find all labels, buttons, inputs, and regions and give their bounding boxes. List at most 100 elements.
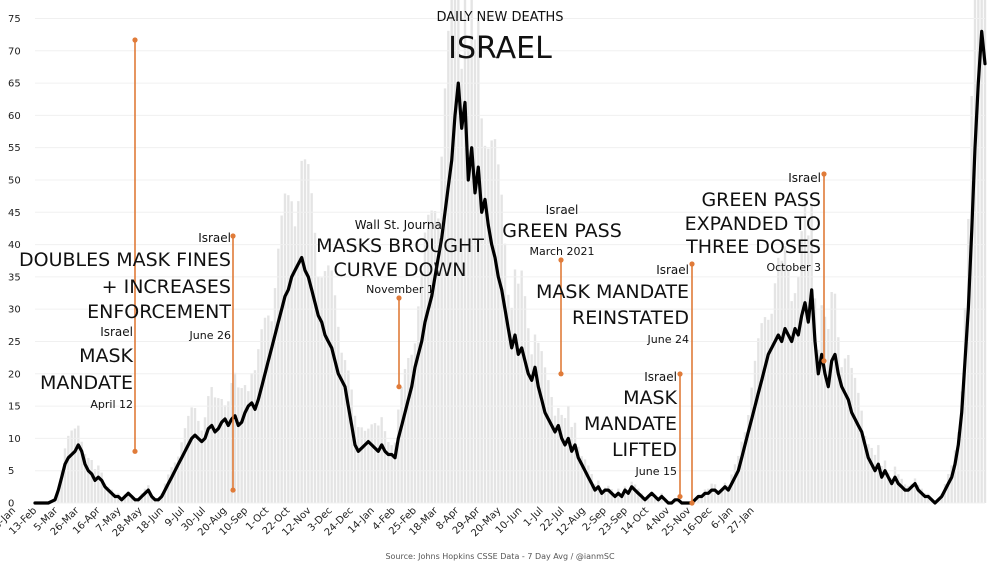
daily-bar — [187, 415, 190, 503]
daily-bar — [227, 401, 230, 503]
daily-bar — [387, 442, 390, 503]
daily-bar — [860, 410, 863, 503]
daily-bar — [400, 386, 403, 503]
daily-bar — [580, 456, 583, 503]
annotation-dot — [689, 500, 695, 506]
daily-bar — [840, 367, 843, 503]
daily-bar — [510, 307, 513, 503]
daily-bar — [313, 232, 317, 503]
y-tick-label: 30 — [8, 305, 21, 316]
daily-bar — [543, 367, 547, 503]
y-tick-label: 55 — [8, 143, 21, 154]
daily-bar — [500, 194, 503, 503]
annotation-headline: GREEN PASS — [701, 189, 821, 211]
daily-bar — [477, 20, 480, 503]
annotation-date: November 1 — [366, 283, 434, 296]
annotation-date: April 12 — [90, 398, 133, 411]
annotation-dot — [396, 295, 402, 301]
y-tick-label: 5 — [8, 466, 14, 477]
daily-bar — [333, 295, 337, 503]
daily-bar — [533, 334, 537, 503]
daily-bar — [617, 488, 620, 503]
daily-bar — [93, 469, 97, 503]
daily-bar — [550, 397, 553, 503]
annotation-date: June 24 — [647, 333, 689, 346]
daily-bar — [587, 465, 590, 503]
daily-bar — [347, 370, 350, 503]
annotation: Israel DOUBLES MASK FINES + INCREASES ENFOR… — [19, 231, 236, 493]
daily-bar — [127, 491, 130, 503]
annotation-source: Israel — [100, 325, 133, 339]
daily-bar — [850, 367, 853, 503]
daily-bar — [523, 296, 527, 503]
daily-bar — [507, 294, 510, 503]
daily-bar — [547, 380, 550, 503]
daily-bar — [487, 148, 490, 504]
daily-bar — [190, 407, 193, 503]
daily-bar — [337, 326, 340, 503]
daily-bar — [513, 269, 517, 503]
daily-bar — [193, 408, 197, 503]
annotation-headline: MANDATE — [40, 372, 133, 394]
daily-bar — [740, 441, 743, 503]
daily-bar — [857, 392, 860, 503]
daily-bar — [653, 494, 657, 503]
y-tick-label: 25 — [8, 337, 21, 348]
daily-bar — [777, 257, 780, 503]
y-tick-label: 10 — [8, 434, 21, 445]
daily-bar — [70, 430, 73, 503]
daily-bar — [413, 343, 417, 503]
daily-bar — [260, 329, 263, 503]
daily-bar — [57, 487, 60, 503]
daily-bar — [747, 415, 750, 503]
daily-bar — [520, 270, 523, 503]
daily-bar — [390, 445, 393, 503]
daily-bar — [340, 352, 343, 503]
y-tick-label: 75 — [8, 14, 21, 25]
daily-bar — [380, 417, 383, 503]
daily-bar — [963, 308, 967, 503]
daily-bar — [790, 301, 793, 503]
daily-bar — [967, 218, 970, 504]
daily-bar — [397, 409, 400, 503]
annotation-dot — [230, 487, 236, 493]
daily-bar — [830, 291, 833, 503]
daily-bar — [837, 337, 840, 503]
daily-bar — [483, 145, 487, 504]
y-tick-label: 45 — [8, 208, 21, 219]
annotation-source: Israel — [788, 171, 821, 185]
daily-bar — [760, 323, 763, 503]
daily-bar — [957, 432, 960, 503]
daily-bar — [377, 425, 380, 503]
daily-bar — [767, 319, 770, 503]
daily-bar — [177, 456, 180, 503]
daily-bar — [817, 349, 820, 503]
daily-bar — [980, 0, 983, 503]
daily-bar — [237, 387, 240, 503]
daily-bar — [323, 271, 327, 503]
daily-bar — [970, 95, 973, 503]
daily-bar — [750, 387, 753, 503]
daily-bar — [743, 432, 747, 503]
daily-bar — [947, 473, 950, 503]
daily-bar — [80, 441, 83, 503]
daily-bar — [903, 484, 907, 503]
daily-bar — [463, 0, 467, 504]
annotation-dot — [821, 171, 827, 177]
series-line — [33, 29, 987, 505]
annotation-dot — [821, 358, 827, 364]
annotation-headline: + INCREASES — [102, 276, 231, 298]
daily-bars — [53, 0, 987, 504]
annotation-dot — [132, 37, 138, 43]
daily-bar — [383, 431, 387, 503]
daily-bar — [147, 485, 150, 503]
daily-bar — [983, 0, 987, 503]
daily-bar — [540, 351, 543, 503]
daily-bar — [597, 480, 600, 503]
daily-bar — [723, 482, 727, 503]
daily-bar — [803, 202, 807, 504]
daily-bar — [537, 342, 540, 503]
daily-bar — [893, 466, 897, 503]
daily-bar — [290, 201, 293, 504]
daily-bar — [787, 270, 790, 503]
